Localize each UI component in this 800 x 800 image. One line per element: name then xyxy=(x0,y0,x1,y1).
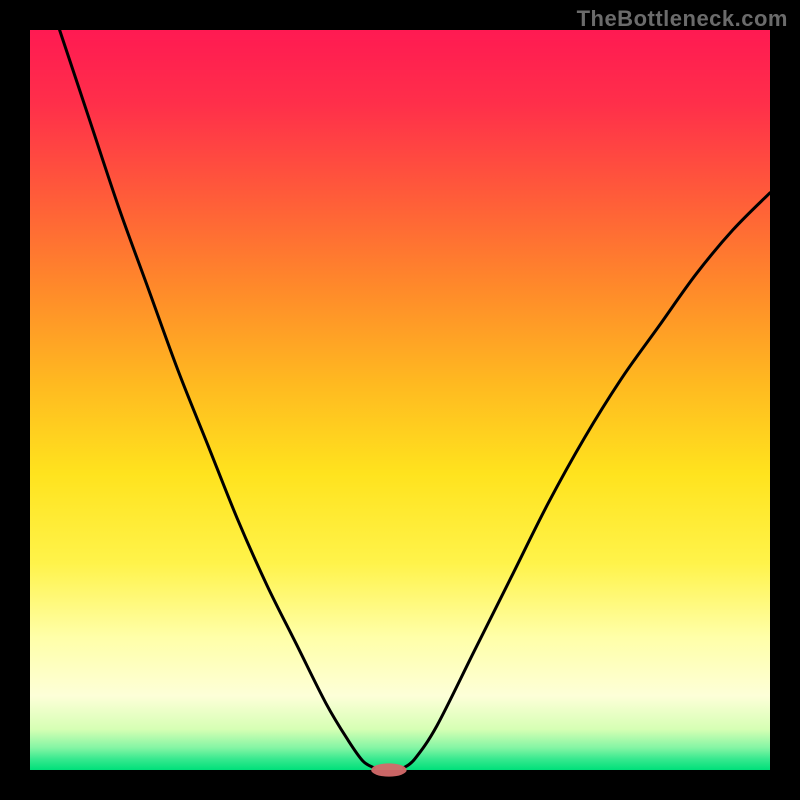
plot-background xyxy=(30,30,770,770)
chart-svg xyxy=(0,0,800,800)
chart-stage: TheBottleneck.com xyxy=(0,0,800,800)
bottleneck-marker xyxy=(371,763,407,776)
